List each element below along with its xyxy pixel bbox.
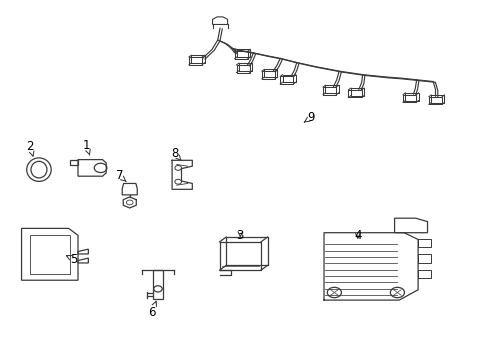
Text: 9: 9 — [304, 111, 315, 124]
Text: 6: 6 — [148, 301, 157, 319]
Text: 4: 4 — [354, 229, 362, 242]
Text: 3: 3 — [237, 229, 244, 242]
Text: 8: 8 — [171, 147, 181, 161]
Text: 5: 5 — [66, 253, 78, 266]
Text: 1: 1 — [83, 139, 90, 155]
Text: 2: 2 — [26, 140, 34, 156]
Text: 7: 7 — [116, 169, 126, 183]
